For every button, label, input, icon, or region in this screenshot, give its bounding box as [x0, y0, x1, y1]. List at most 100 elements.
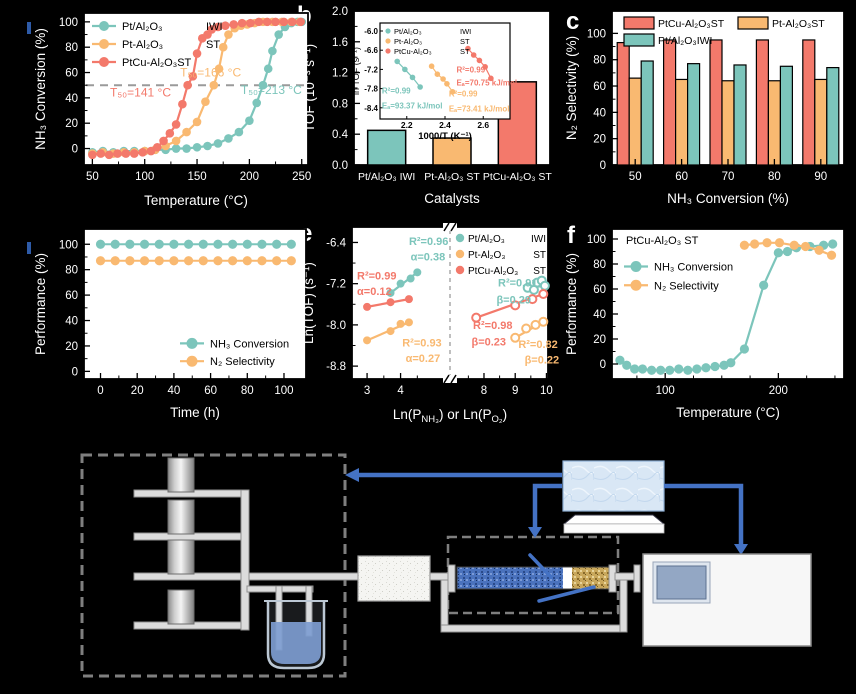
beaker-liquid: [271, 622, 321, 664]
data-point: [409, 74, 416, 81]
data-point: [254, 17, 264, 27]
gas-cylinder: [167, 589, 195, 625]
legend-variant: ST: [533, 250, 546, 261]
x-tick-label: 100: [135, 171, 154, 183]
data-point: [152, 142, 162, 152]
data-point: [192, 142, 202, 152]
arrowhead-down-reactor: [528, 527, 542, 538]
legend-swatch: [623, 16, 655, 30]
data-point: [396, 279, 405, 288]
flow-arrows: [345, 468, 748, 555]
legend-label: NH₃ Conversion: [654, 262, 733, 274]
x-tick-label: 100: [656, 385, 675, 397]
data-point: [171, 144, 181, 153]
y-tick-label: 40: [593, 309, 606, 321]
fit-annotation: R²=0.91: [498, 277, 537, 289]
legend-marker: [630, 261, 642, 272]
x-tick-label: 0: [97, 385, 103, 397]
axis-break-mark: [450, 374, 457, 384]
data-point: [287, 17, 297, 27]
fit-annotation: β=0.23: [471, 337, 506, 349]
data-point: [272, 239, 282, 249]
data-point: [647, 365, 657, 375]
data-point: [630, 364, 640, 374]
data-point: [789, 240, 799, 250]
data-point: [183, 239, 194, 249]
data-point: [428, 63, 435, 69]
data-point: [402, 66, 408, 73]
x-axis-label: Temperature (°C): [144, 193, 248, 208]
fit-annotation: β=0.29: [496, 294, 531, 306]
data-point: [773, 248, 783, 258]
fit-annotation: α=0.27: [406, 353, 441, 365]
data-point: [154, 239, 164, 249]
t50-annotation: T₅₀=213 °C: [241, 83, 302, 97]
x-tick-label: 10: [540, 385, 553, 397]
y-tick-label: 60: [593, 284, 606, 296]
y-tick-label: 0: [600, 160, 606, 172]
axis-break-mark: [443, 222, 450, 232]
legend-label: Pt-Al₂O₃: [122, 39, 163, 51]
y-axis-label: N₂ Selectivity (%): [564, 36, 579, 140]
legend-marker: [99, 21, 109, 31]
series-Pt/Al₂O₃ IWI NH₃ order: [386, 268, 422, 297]
data-point: [272, 256, 282, 266]
legend-label: N₂ Selectivity: [654, 280, 719, 292]
panel-d-label-remnant: [27, 242, 31, 254]
x-tick-label: 200: [240, 171, 259, 183]
series-Pt/Al₂O₃ IWI O₂ order: [522, 275, 550, 295]
open-data-point: [527, 294, 538, 305]
data-point: [434, 71, 441, 77]
data-point: [674, 364, 684, 374]
data-point: [386, 288, 395, 297]
panel-d-stability: NH₃ Conversion N₂ Selectivity 0 20 40 60 80 100…: [30, 221, 307, 433]
data-point: [228, 256, 238, 266]
data-point: [182, 144, 191, 153]
fit-annotation: R²=0.82: [518, 339, 557, 351]
inset-annotation: R²=0.99: [449, 90, 478, 99]
data-point: [417, 84, 423, 90]
inset-annotation: Eₐ=73.41 kJ/mol: [449, 105, 510, 114]
fit-annotation: R²=0.98: [473, 320, 512, 332]
chart-d: NH₃ Conversion N₂ Selectivity 0 20 40 60 80 100…: [33, 228, 307, 420]
legend-swatch: [623, 33, 655, 47]
data-point: [465, 45, 471, 52]
selectivity-bar: [755, 39, 769, 166]
data-point: [268, 46, 277, 56]
data-point: [182, 127, 191, 137]
y-tick-label: 60: [65, 68, 78, 80]
inset-x-tick-label: 2.2: [401, 120, 413, 130]
legend-label: Pt/Al₂O₃IWI: [658, 35, 712, 47]
chart-c: 50 60 70 80 90 0 20 40 60 80 100 PtCu-Al₂O₃ST Pt-Al₂…: [564, 10, 845, 206]
inset-legend-marker: [385, 38, 391, 44]
data-point: [183, 256, 194, 266]
legend-label: Pt-Al₂O₃ST: [772, 18, 825, 30]
series-NH₃ Conversion: [95, 239, 296, 249]
open-data-point: [538, 316, 549, 327]
data-point: [171, 120, 181, 129]
y-tick-label: 0: [600, 359, 606, 371]
inset-legend-label: Pt/Al₂O₃: [394, 27, 422, 36]
x-tick-label: 80: [768, 171, 781, 183]
data-point: [404, 295, 413, 304]
fit-annotation: R²=0.99: [357, 271, 396, 283]
inset-legend-label: PtCu-Al₂O₃: [394, 47, 432, 56]
series-inset-Pt/Al₂O₃ IWI: [394, 58, 423, 90]
panel-letter-c: c: [566, 8, 580, 35]
data-point: [246, 18, 255, 28]
y-tick-label: 20: [65, 118, 78, 130]
keyboard-front: [563, 523, 665, 534]
legend-label: PtCu-Al₂O₃ST: [122, 57, 192, 69]
legend-variant: ST: [533, 266, 546, 277]
data-point: [637, 364, 648, 374]
y-axis-label: Ln(TOF) (s⁻¹): [301, 262, 316, 344]
data-point: [363, 302, 372, 311]
y-tick-label: 20: [65, 341, 78, 353]
data-point: [683, 365, 693, 375]
x-tick-label: 9: [512, 385, 518, 397]
panel-b-tof-bars: Pt/Al₂O₃ IWI Pt-Al₂O₃ ST PtCu-Al₂O₃ ST 0.0 0…: [298, 5, 556, 219]
catalyst-bed: [457, 567, 563, 589]
legend-variant: IWI: [531, 234, 546, 245]
x-axis-label: NH₃ Conversion (%): [667, 191, 789, 206]
legend-label: Pt/Al₂O₃: [122, 21, 163, 33]
